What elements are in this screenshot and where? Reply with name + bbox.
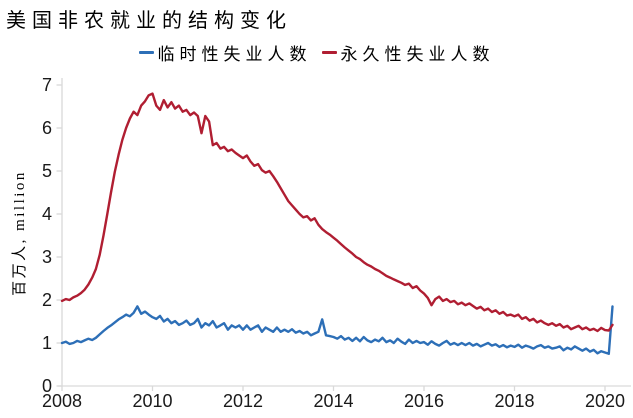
- permanent-unemployment-line: [60, 92, 614, 333]
- y-tick-label: 4: [41, 204, 52, 224]
- legend-item-permanent: 永久性失业人数: [321, 40, 495, 65]
- y-tick-label: 1: [41, 333, 52, 353]
- y-tick-label: 2: [41, 290, 52, 310]
- temporary-series-dash-icon: [138, 51, 154, 54]
- y-tick-label: 5: [41, 161, 52, 181]
- temporary-unemployment-line: [60, 305, 614, 355]
- y-tick-label: 3: [41, 247, 52, 267]
- y-tick-label: 6: [41, 118, 52, 138]
- y-tick-label: 7: [41, 75, 52, 95]
- x-tick-label: 2014: [313, 391, 354, 411]
- x-tick-label: 2016: [403, 391, 445, 411]
- chart-title: 美国非农就业的结构变化: [6, 10, 292, 32]
- y-tick-label: 0: [41, 376, 52, 396]
- permanent-series-dash-icon: [321, 51, 337, 54]
- legend-label-temporary: 临时性失业人数: [157, 45, 312, 64]
- x-tick-label: 2012: [222, 391, 264, 411]
- x-tick-label: 2008: [41, 391, 83, 411]
- x-tick-label: 2020: [584, 391, 626, 411]
- legend-item-temporary: 临时性失业人数: [138, 40, 312, 65]
- legend: 临时性失业人数 永久性失业人数: [0, 40, 633, 65]
- x-tick-label: 2018: [494, 391, 535, 411]
- x-tick-label: 2010: [132, 391, 173, 411]
- legend-label-permanent: 永久性失业人数: [340, 45, 495, 64]
